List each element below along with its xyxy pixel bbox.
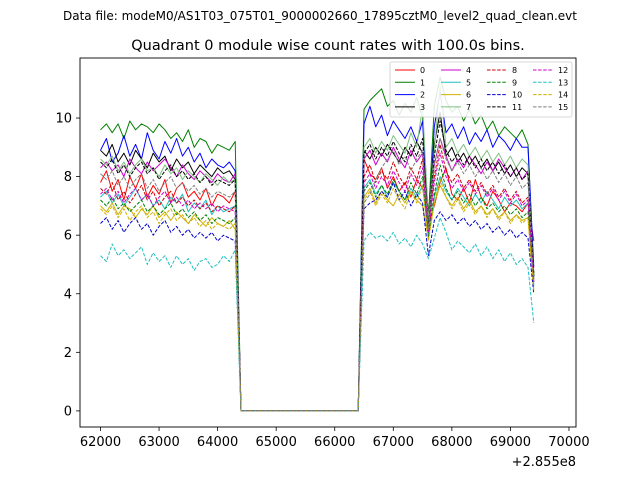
x-axis: 62000 63000 64000 65000 66000 67000 68000 69000… (80, 427, 590, 450)
x-tick-label: 66000 (314, 435, 355, 450)
y-tick-label: 4 (64, 287, 72, 302)
y-tick-label: 0 (64, 404, 72, 419)
legend-label-10: 10 (512, 91, 522, 100)
chart-title: Quadrant 0 module wise count rates with … (131, 38, 525, 54)
x-tick-label: 64000 (197, 435, 238, 450)
legend-label-2: 2 (420, 91, 425, 100)
x-tick-label: 70000 (548, 435, 589, 450)
y-tick-label: 8 (64, 170, 72, 185)
chart: Data file: modeM0/AS1T03_075T01_90000026… (0, 0, 640, 480)
legend-label-0: 0 (420, 66, 425, 75)
legend-label-14: 14 (558, 91, 568, 100)
legend-label-4: 4 (466, 66, 471, 75)
y-tick-label: 2 (64, 346, 72, 361)
x-tick-label: 68000 (431, 435, 472, 450)
x-tick-label: 62000 (80, 435, 121, 450)
legend-label-5: 5 (466, 78, 471, 87)
legend-label-8: 8 (512, 66, 517, 75)
legend-label-15: 15 (558, 103, 568, 112)
legend-label-3: 3 (420, 103, 425, 112)
legend-label-13: 13 (558, 78, 568, 87)
legend-label-7: 7 (466, 103, 471, 112)
legend-label-1: 1 (420, 78, 425, 87)
x-tick-label: 67000 (373, 435, 414, 450)
suptitle: Data file: modeM0/AS1T03_075T01_90000026… (63, 9, 577, 23)
legend-label-12: 12 (558, 66, 568, 75)
legend-label-6: 6 (466, 91, 471, 100)
legend-label-9: 9 (512, 78, 517, 87)
x-tick-label: 69000 (490, 435, 531, 450)
x-offset-label: +2.855e8 (512, 455, 576, 470)
x-tick-label: 63000 (138, 435, 179, 450)
y-tick-label: 6 (64, 229, 72, 244)
x-tick-label: 65000 (255, 435, 296, 450)
legend-label-11: 11 (512, 103, 522, 112)
y-tick-label: 10 (55, 112, 72, 127)
y-axis: 0 2 4 6 8 10 (55, 112, 80, 420)
